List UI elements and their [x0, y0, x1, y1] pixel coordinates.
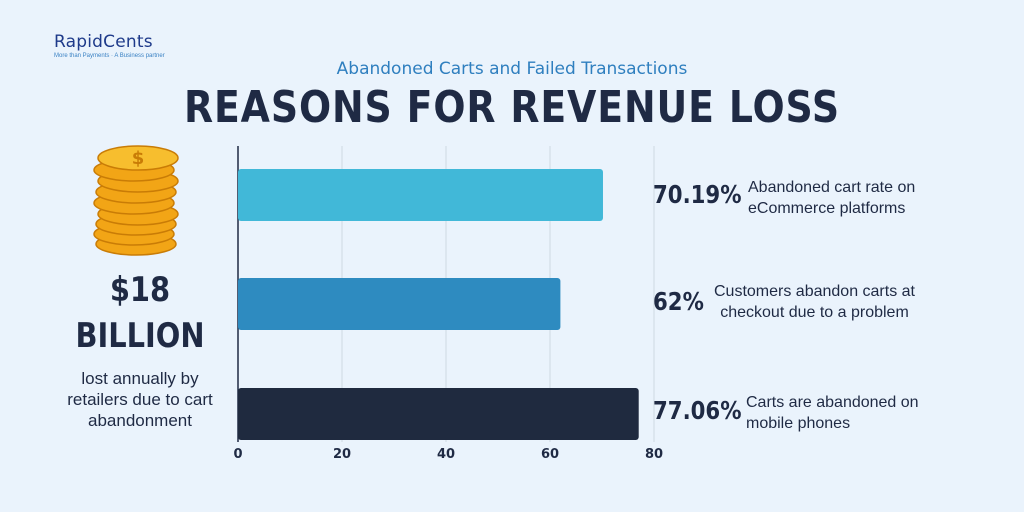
stat-description: lost annually by retailers due to cart a… — [67, 369, 213, 430]
bar — [238, 388, 639, 440]
coin-stack-icon: $ — [93, 145, 179, 256]
stat-amount: $18 — [109, 270, 171, 310]
logo-name: RapidCents — [54, 32, 153, 52]
category-label-line: Carts are abandoned on — [746, 394, 919, 411]
value-label: 77.06% — [653, 396, 742, 425]
category-label-line: checkout due to a problem — [720, 304, 909, 321]
x-tick-label: 20 — [333, 447, 351, 462]
chart-subtitle: Abandoned Carts and Failed Transactions — [336, 59, 688, 79]
x-tick-label: 60 — [541, 447, 559, 462]
category-label-line: eCommerce platforms — [748, 200, 906, 217]
category-label: Carts are abandoned on mobile phones — [746, 392, 919, 434]
value-label: 70.19% — [653, 180, 742, 209]
category-label-line: Abandoned cart rate on — [748, 179, 916, 196]
category-label: Abandoned cart rate on eCommerce platform… — [748, 177, 915, 219]
category-label: Customers abandon carts at checkout due t… — [714, 281, 915, 323]
category-label-line: mobile phones — [746, 415, 851, 432]
stat-unit: BILLION — [75, 316, 205, 356]
bar — [238, 278, 561, 330]
logo-tagline: More than Payments · A Business partner — [54, 53, 165, 59]
brand-logo: RapidCents More than Payments · A Busine… — [54, 32, 165, 59]
svg-text:$: $ — [132, 148, 145, 169]
bar — [238, 169, 603, 221]
category-label-line: Customers abandon carts at — [714, 283, 915, 300]
x-tick-label: 40 — [437, 447, 455, 462]
chart-title: REASONS FOR REVENUE LOSS — [183, 82, 841, 133]
x-tick-label: 80 — [645, 447, 663, 462]
value-label: 62% — [653, 287, 704, 316]
x-tick-label: 0 — [233, 447, 242, 462]
